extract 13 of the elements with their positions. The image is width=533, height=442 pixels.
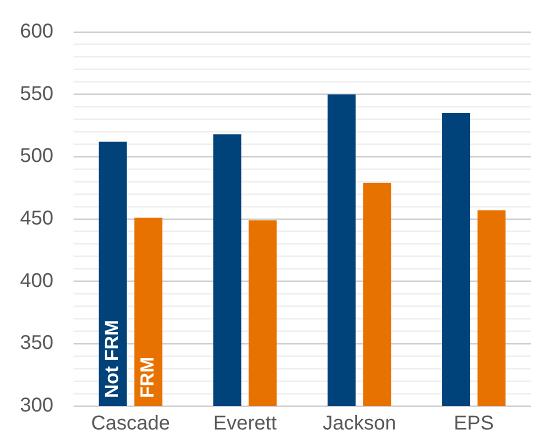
- series-label: Not FRM: [102, 320, 124, 398]
- y-tick-label: 350: [20, 332, 54, 354]
- x-tick-label: EPS: [454, 412, 494, 435]
- series-label: FRM: [138, 356, 159, 398]
- y-tick-label: 600: [20, 20, 54, 43]
- x-tick-label: Everett: [213, 412, 278, 435]
- y-tick-label: 450: [20, 208, 54, 230]
- y-tick-label: 500: [20, 145, 54, 168]
- y-tick-label: 400: [20, 270, 54, 292]
- x-tick-label: Jackson: [322, 412, 396, 435]
- y-tick-label: 300: [20, 394, 54, 417]
- y-tick-label: 550: [20, 82, 54, 105]
- x-tick-label: Cascade: [91, 412, 170, 435]
